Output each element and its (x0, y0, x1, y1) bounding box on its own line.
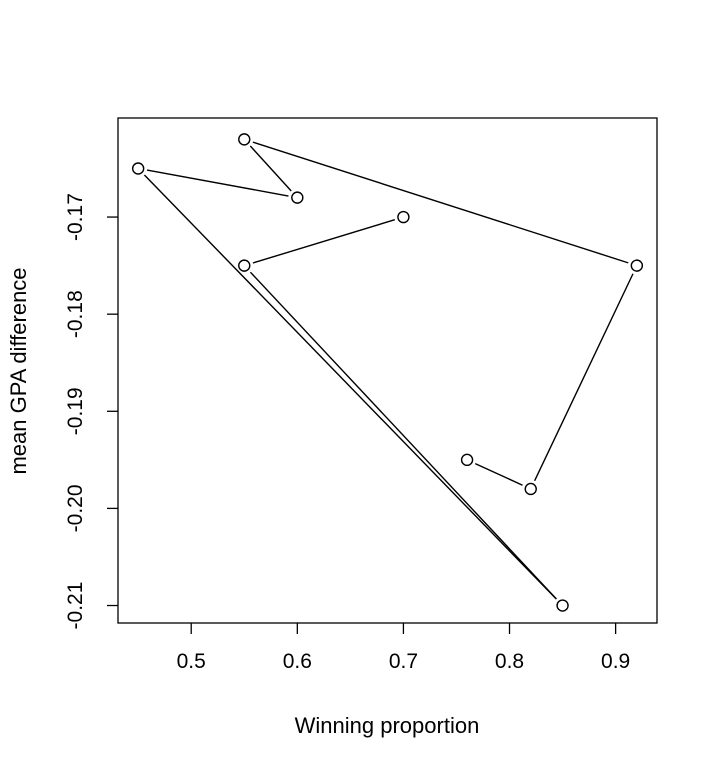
line-segment (533, 273, 634, 482)
data-point (238, 133, 251, 146)
y-tick-label: -0.19 (64, 387, 87, 435)
plot-frame (117, 117, 658, 624)
line-segment (252, 219, 396, 264)
line-segment (249, 271, 557, 600)
x-tick-label: 0.7 (389, 650, 418, 673)
data-point (630, 259, 644, 272)
y-axis-label: mean GPA difference (6, 267, 31, 474)
x-tick-label: 0.9 (601, 650, 630, 673)
y-axis: -0.17 -0.18 -0.19 -0.20 -0.21 (64, 193, 118, 629)
y-tick-label: -0.17 (64, 193, 87, 241)
y-tick-label: -0.18 (64, 290, 87, 338)
x-tick-label: 0.8 (495, 650, 524, 673)
data-point (397, 210, 410, 224)
x-axis-label: Winning proportion (295, 713, 480, 738)
line-segment (474, 462, 523, 486)
data-point (291, 191, 304, 204)
x-axis: 0.5 0.6 0.7 0.8 0.9 (177, 623, 630, 673)
data-point (556, 599, 569, 612)
data-point (524, 482, 537, 496)
x-tick-label: 0.6 (283, 650, 312, 673)
series-markers (131, 133, 644, 612)
y-tick-label: -0.20 (64, 484, 87, 532)
y-tick-label: -0.21 (64, 582, 87, 630)
x-tick-label: 0.5 (177, 650, 206, 673)
data-point (238, 259, 251, 272)
line-segment (146, 169, 289, 197)
line-segment (249, 145, 292, 192)
data-point (460, 453, 474, 467)
line-segment (143, 174, 557, 600)
series-line (143, 141, 634, 600)
line-segment (252, 141, 629, 264)
data-point (131, 162, 145, 175)
